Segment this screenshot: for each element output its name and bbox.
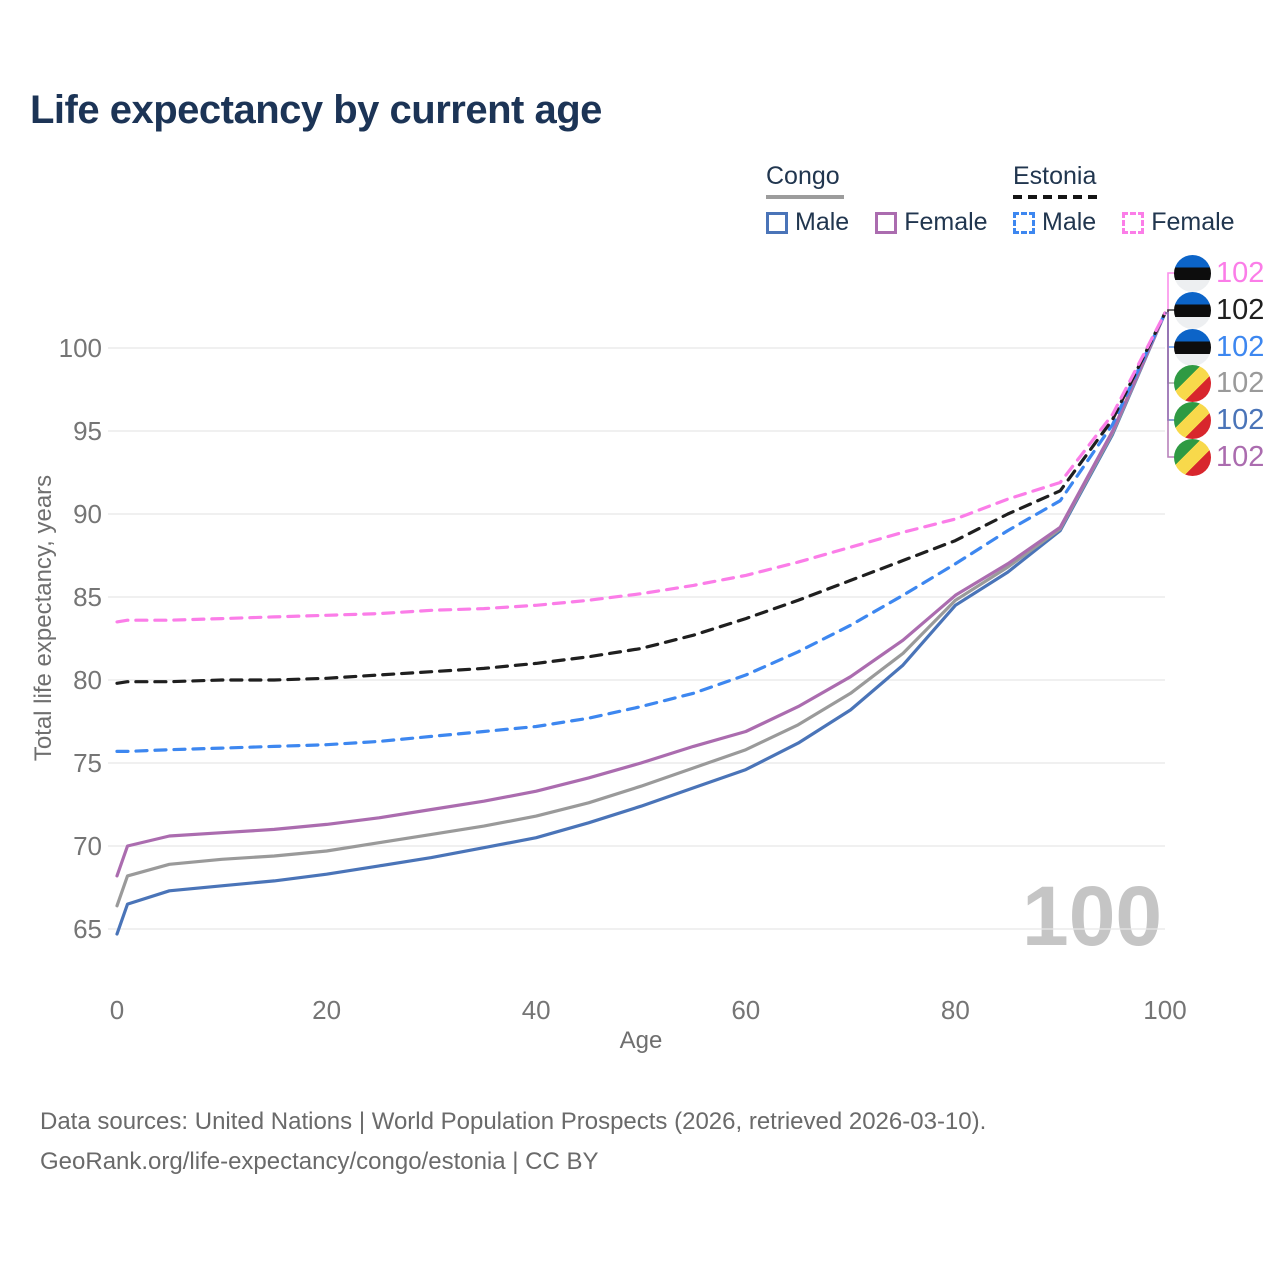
congo-solid-line-icon xyxy=(766,195,844,199)
x-tick-80: 80 xyxy=(940,995,970,1025)
end-value-text: 102 xyxy=(1216,256,1265,289)
x-tick-40: 40 xyxy=(521,995,551,1025)
x-tick-60: 60 xyxy=(731,995,761,1025)
series-line-congo-all xyxy=(115,311,1167,908)
series-line-estonia-male xyxy=(115,311,1167,754)
legend-item-congo-male[interactable]: Male xyxy=(766,208,849,237)
end-value-text: 102 xyxy=(1216,330,1265,363)
legend-congo-male-label: Male xyxy=(795,208,850,236)
x-tick-0: 0 xyxy=(109,995,125,1025)
legend-estonia-label: Estonia xyxy=(1013,162,1097,190)
end-value-text: 102 xyxy=(1216,366,1265,399)
series-line-congo-female xyxy=(115,311,1167,878)
estonia-flag-icon xyxy=(1174,328,1211,366)
estonia-dashed-line-icon xyxy=(1013,195,1099,199)
congo-flag-icon xyxy=(1174,401,1211,439)
legend-congo-female-label: Female xyxy=(904,208,988,236)
leader-line-5 xyxy=(1165,312,1176,458)
legend-estonia-female-label: Female xyxy=(1151,208,1235,236)
end-value-text: 102 xyxy=(1216,293,1265,326)
estonia-flag-icon xyxy=(1174,254,1211,292)
estonia-female-swatch-icon xyxy=(1122,211,1145,234)
end-label-row-congo-4: 102 xyxy=(1174,401,1264,439)
x-tick-100: 100 xyxy=(1143,995,1187,1025)
congo-male-swatch-icon xyxy=(766,211,788,234)
x-axis-title: Age xyxy=(619,1027,663,1054)
legend-estonia-items: Male Female xyxy=(1013,208,1235,237)
end-label-row-congo-3: 102 xyxy=(1174,364,1264,402)
legend-item-estonia-female[interactable]: Female xyxy=(1122,208,1235,237)
y-tick-85: 85 xyxy=(73,582,102,612)
estonia-flag-icon xyxy=(1174,291,1211,329)
series-line-estonia-all xyxy=(115,311,1167,685)
legend-group-estonia: Estonia Male Female xyxy=(1013,162,1235,237)
legend-item-congo-female[interactable]: Female xyxy=(875,208,988,237)
data-sources-text: Data sources: United Nations | World Pop… xyxy=(40,1108,987,1135)
end-label-row-estonia-1: 102 xyxy=(1174,291,1264,329)
end-label-row-congo-5: 102 xyxy=(1174,438,1264,476)
series-line-estonia-female xyxy=(115,311,1167,624)
y-tick-90: 90 xyxy=(73,499,102,529)
end-label-row-estonia-2: 102 xyxy=(1174,328,1264,366)
y-tick-70: 70 xyxy=(73,831,102,861)
x-tick-20: 20 xyxy=(312,995,342,1025)
y-tick-80: 80 xyxy=(73,665,102,695)
end-label-row-estonia-0: 102 xyxy=(1174,254,1264,292)
attribution-link-text[interactable]: GeoRank.org/life-expectancy/congo/estoni… xyxy=(40,1148,599,1175)
legend-congo-label: Congo xyxy=(766,162,840,190)
end-value-text: 102 xyxy=(1216,403,1265,436)
y-tick-100: 100 xyxy=(58,333,102,363)
age-watermark: 100 xyxy=(1018,874,1167,958)
congo-flag-icon xyxy=(1174,438,1211,476)
legend-congo-items: Male Female xyxy=(766,208,988,237)
series-line-congo-male xyxy=(115,311,1167,936)
congo-flag-icon xyxy=(1174,364,1211,402)
estonia-male-swatch-icon xyxy=(1013,211,1035,234)
legend-group-congo: Congo Male Female xyxy=(766,162,988,237)
legend-estonia-male-label: Male xyxy=(1042,208,1097,236)
y-tick-65: 65 xyxy=(73,914,102,944)
page-title: Life expectancy by current age xyxy=(30,88,602,132)
legend-item-estonia-male[interactable]: Male xyxy=(1013,208,1096,237)
y-tick-95: 95 xyxy=(73,416,102,446)
end-value-text: 102 xyxy=(1216,440,1265,473)
congo-female-swatch-icon xyxy=(875,211,898,234)
y-tick-75: 75 xyxy=(73,748,102,778)
